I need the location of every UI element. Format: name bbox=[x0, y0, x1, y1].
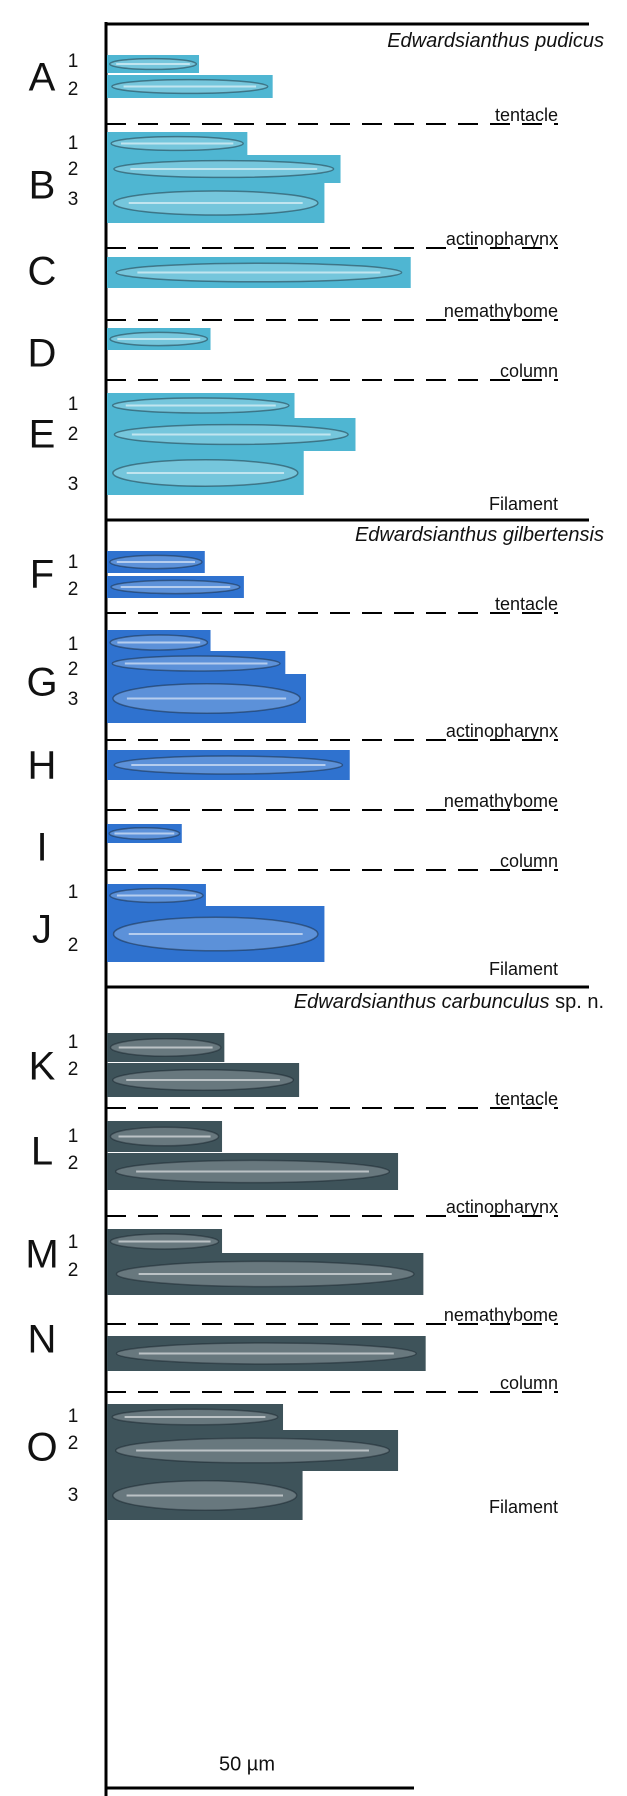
panel-letter: F bbox=[30, 553, 54, 597]
panel-number: 1 bbox=[68, 634, 79, 655]
panel-number: 2 bbox=[68, 424, 79, 445]
panel-letter: M bbox=[25, 1233, 58, 1277]
panel-number: 1 bbox=[68, 51, 79, 72]
panel-number: 3 bbox=[68, 1485, 79, 1506]
panel-number: 1 bbox=[68, 394, 79, 415]
tissue-label: nemathybome bbox=[444, 1305, 558, 1325]
tissue-label: column bbox=[500, 851, 558, 871]
panel-letter: I bbox=[36, 826, 47, 870]
panel-letter: N bbox=[28, 1318, 57, 1362]
panel-number: 2 bbox=[68, 659, 79, 680]
tissue-label: tentacle bbox=[495, 1089, 558, 1109]
panel-number: 2 bbox=[68, 579, 79, 600]
scale-bar-label: 50 µm bbox=[219, 1753, 275, 1775]
panel-letter: J bbox=[32, 908, 52, 952]
panel-number: 2 bbox=[68, 1153, 79, 1174]
panel-letter: C bbox=[28, 250, 57, 294]
panel-number: 3 bbox=[68, 189, 79, 210]
species-name: Edwardsianthus gilbertensis bbox=[355, 524, 604, 546]
tissue-label: actinopharynx bbox=[446, 721, 558, 741]
tissue-label: actinopharynx bbox=[446, 1197, 558, 1217]
tissue-label: Filament bbox=[489, 959, 558, 979]
panel-number: 1 bbox=[68, 1232, 79, 1253]
panel-number: 3 bbox=[68, 689, 79, 710]
panel-letter: G bbox=[26, 661, 57, 705]
tissue-label: nemathybome bbox=[444, 791, 558, 811]
panel-number: 2 bbox=[68, 159, 79, 180]
panel-number: 1 bbox=[68, 1032, 79, 1053]
tissue-label: column bbox=[500, 361, 558, 381]
panel-number: 3 bbox=[68, 474, 79, 495]
species-name: Edwardsianthus pudicus bbox=[387, 30, 604, 52]
panel-number: 1 bbox=[68, 882, 79, 903]
tissue-label: nemathybome bbox=[444, 301, 558, 321]
tissue-label: actinopharynx bbox=[446, 229, 558, 249]
tissue-label: tentacle bbox=[495, 594, 558, 614]
panel-number: 1 bbox=[68, 552, 79, 573]
section-title: Edwardsianthus carbunculus sp. n. bbox=[294, 991, 604, 1013]
species-name: Edwardsianthus carbunculus bbox=[294, 991, 550, 1013]
panel-letter: O bbox=[26, 1426, 57, 1470]
tissue-label: Filament bbox=[489, 494, 558, 514]
panel-letter: A bbox=[29, 56, 56, 100]
panel-number: 1 bbox=[68, 133, 79, 154]
tissue-label: Filament bbox=[489, 1497, 558, 1517]
panel-letter: E bbox=[29, 413, 56, 457]
tissue-label: column bbox=[500, 1373, 558, 1393]
tissue-label: tentacle bbox=[495, 105, 558, 125]
panel-letter: K bbox=[29, 1045, 56, 1089]
section-title: Edwardsianthus pudicus bbox=[387, 30, 604, 52]
panel-letter: D bbox=[28, 332, 57, 376]
panel-number: 2 bbox=[68, 935, 79, 956]
panel-number: 2 bbox=[68, 79, 79, 100]
panel-number: 1 bbox=[68, 1406, 79, 1427]
panel-number: 2 bbox=[68, 1059, 79, 1080]
panel-letter: H bbox=[28, 744, 57, 788]
panel-letter: B bbox=[29, 164, 56, 208]
panel-number: 1 bbox=[68, 1126, 79, 1147]
section-title: Edwardsianthus gilbertensis bbox=[355, 524, 604, 546]
panel-number: 2 bbox=[68, 1433, 79, 1454]
panel-letter: L bbox=[31, 1130, 53, 1174]
panel-number: 2 bbox=[68, 1260, 79, 1281]
species-suffix: sp. n. bbox=[555, 991, 604, 1013]
